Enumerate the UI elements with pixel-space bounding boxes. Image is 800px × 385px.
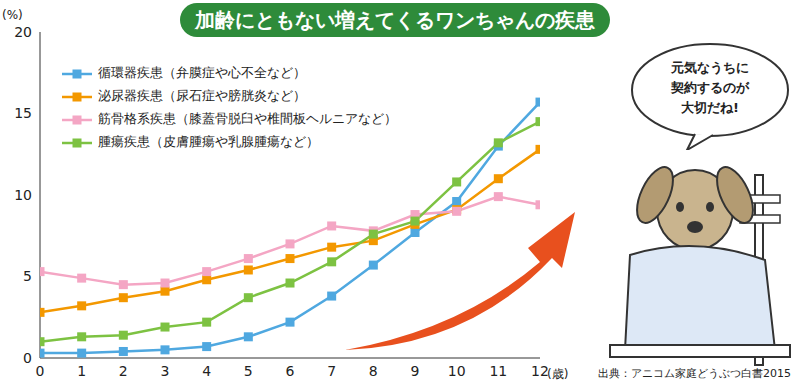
html-text:大切だね!: 大切だね! [681, 100, 739, 115]
svg-text:9: 9 [411, 363, 420, 379]
html-text:(歳): (歳) [547, 367, 569, 381]
svg-text:7: 7 [327, 363, 336, 379]
svg-text:6: 6 [286, 363, 295, 379]
svg-text:0: 0 [36, 363, 45, 379]
svg-text:0: 0 [23, 350, 32, 366]
html-text:筋骨格系疾患（膝蓋骨脱臼や椎間板ヘルニアなど）: 筋骨格系疾患（膝蓋骨脱臼や椎間板ヘルニアなど） [98, 111, 397, 126]
svg-text:4: 4 [202, 363, 211, 379]
svg-text:10: 10 [14, 187, 32, 203]
svg-text:5: 5 [244, 363, 253, 379]
svg-text:10: 10 [448, 363, 466, 379]
html-text:出典：アニコム家庭どうぶつ白書2015: 出典：アニコム家庭どうぶつ白書2015 [598, 367, 791, 380]
svg-text:2: 2 [119, 363, 128, 379]
svg-text:12: 12 [531, 363, 549, 379]
svg-text:8: 8 [369, 363, 378, 379]
html-text:元気なうちに: 元気なうちに [671, 60, 749, 75]
html-text:加齢にともない増えてくるワンちゃんの疾患: 加齢にともない増えてくるワンちゃんの疾患 [195, 7, 595, 32]
html-text:循環器疾患（弁膜症や心不全など）: 循環器疾患（弁膜症や心不全など） [98, 65, 306, 80]
svg-text:15: 15 [14, 105, 32, 121]
html-text:泌尿器疾患（尿石症や膀胱炎など）: 泌尿器疾患（尿石症や膀胱炎など） [98, 88, 306, 103]
svg-text:20: 20 [14, 24, 32, 40]
svg-text:11: 11 [489, 363, 507, 379]
svg-text:5: 5 [23, 268, 32, 284]
html-text:腫瘍疾患（皮膚腫瘍や乳腺腫瘍など）: 腫瘍疾患（皮膚腫瘍や乳腺腫瘍など） [98, 134, 319, 149]
svg-text:1: 1 [77, 363, 86, 379]
svg-text:3: 3 [161, 363, 170, 379]
html-text:契約するのが: 契約するのが [671, 80, 749, 95]
